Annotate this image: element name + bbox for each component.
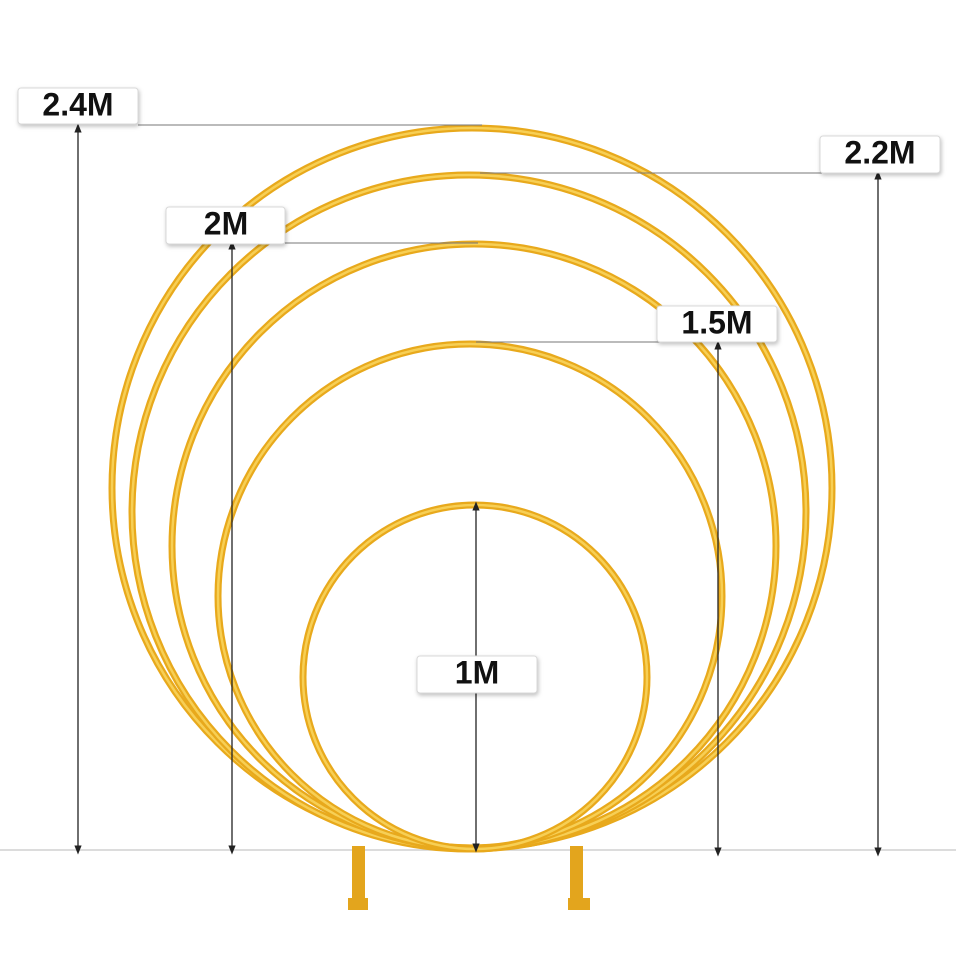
size-label: 2M [204,205,248,241]
stand-leg [570,846,583,904]
label-box [416,655,538,694]
size-label: 1.5M [681,304,752,340]
stand-foot [348,898,368,910]
size-labels: 2.4M 2.2M 2M 1.5M 1M [17,86,941,694]
stand-leg [352,846,365,904]
dimension-arrows [74,123,882,857]
stand-foot [568,898,590,910]
label-box [656,305,778,343]
label-box [165,206,286,245]
size-label: 2.4M [42,86,113,122]
stand [348,846,590,910]
label-box [819,135,941,174]
guides [138,124,822,343]
size-label: 1M [455,654,499,690]
size-label: 2.2M [844,134,915,170]
label-box [17,87,139,125]
